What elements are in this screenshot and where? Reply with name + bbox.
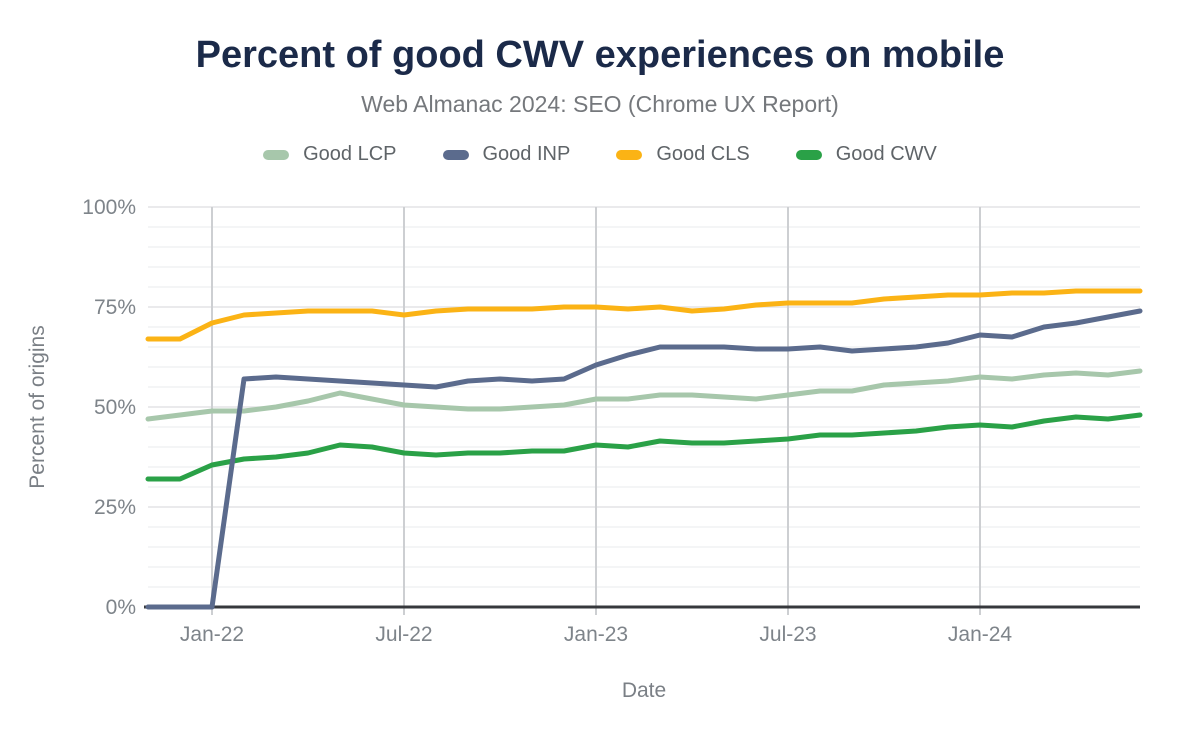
series-line-good-inp — [145, 308, 1143, 610]
x-tick-label: Jan-23 — [564, 623, 628, 646]
x-tick-label: Jan-24 — [948, 623, 1013, 646]
y-tick-label: 0% — [106, 596, 136, 619]
legend-item-good-cwv: Good CWV — [795, 143, 937, 166]
legend-item-good-cls: Good CLS — [616, 143, 750, 166]
series-line-good-cls — [145, 288, 1143, 342]
legend-swatch-good-cwv — [795, 149, 822, 160]
legend-item-good-lcp: Good LCP — [263, 143, 397, 166]
x-axis-title: Date — [622, 679, 666, 702]
y-axis-title: Percent of origins — [26, 325, 49, 488]
x-tick-label: Jul-23 — [759, 623, 816, 646]
legend-item-good-inp: Good INP — [442, 143, 571, 166]
x-tick-label: Jan-22 — [180, 623, 244, 646]
legend-label-good-lcp: Good LCP — [303, 143, 397, 165]
y-tick-label: 50% — [94, 396, 136, 419]
legend-label-good-cls: Good CLS — [656, 143, 750, 165]
legend-swatch-good-lcp — [263, 149, 290, 160]
series-line-good-lcp — [145, 368, 1143, 422]
chart-title: Percent of good CWV experiences on mobil… — [195, 34, 1005, 76]
x-tick-label: Jul-22 — [375, 623, 432, 646]
y-tick-label: 75% — [94, 296, 136, 319]
legend-label-good-inp: Good INP — [482, 143, 571, 165]
y-tick-label: 25% — [94, 496, 136, 519]
legend-swatch-good-inp — [442, 149, 469, 160]
chart-subtitle: Web Almanac 2024: SEO (Chrome UX Report) — [361, 91, 839, 117]
line-chart: Jan-22 Jul-22 Jan-23 Jul-23 Jan-24 0% 25% 50% 75… — [26, 196, 1143, 702]
legend: Good LCP Good INP Good CLS Good CWV — [0, 143, 1200, 166]
legend-label-good-cwv: Good CWV — [835, 143, 937, 165]
y-tick-label: 100% — [82, 196, 136, 219]
legend-swatch-good-cls — [616, 149, 643, 160]
series-line-good-cwv — [145, 412, 1143, 482]
